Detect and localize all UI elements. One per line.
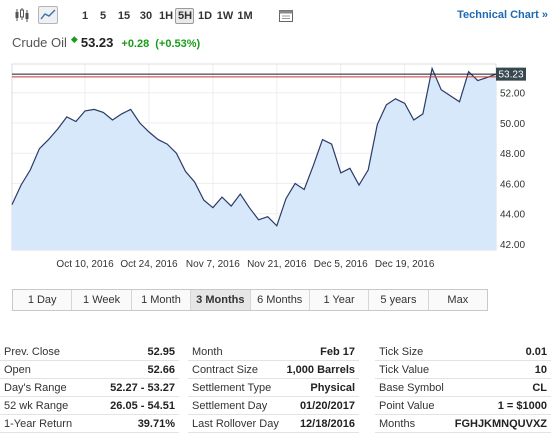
period-1-month[interactable]: 1 Month: [132, 290, 192, 310]
period-1-week[interactable]: 1 Week: [72, 290, 132, 310]
stat-1yr-return: 1-Year Return 39.71%: [0, 415, 179, 433]
timeframe-1d[interactable]: 1D: [197, 10, 213, 22]
candlestick-icon[interactable]: [12, 6, 32, 24]
stat-label: Tick Size: [379, 346, 424, 358]
timeframe-5h[interactable]: 5H: [175, 8, 194, 24]
reference-lines: [12, 73, 496, 78]
stat-label: Open: [4, 364, 31, 376]
stat-tick-value: Tick Value 10: [375, 361, 551, 379]
instrument-name: Crude Oil: [12, 35, 67, 50]
up-arrow-icon: ◆: [70, 34, 78, 44]
price-change: +0.28: [121, 38, 150, 50]
stat-label: Base Symbol: [379, 382, 444, 394]
x-tick-label: Oct 10, 2016: [56, 259, 114, 270]
calendar-icon[interactable]: [276, 6, 296, 24]
period-1-day[interactable]: 1 Day: [13, 290, 73, 310]
stat-value: 1,000 Barrels: [286, 364, 356, 376]
stat-tick-size: Tick Size 0.01: [375, 343, 551, 361]
timeframe-1m[interactable]: 1: [81, 10, 89, 22]
timeframe-1mo[interactable]: 1M: [237, 10, 253, 22]
y-tick-label: 44.00: [500, 210, 525, 221]
price-line: [11, 66, 497, 227]
stat-value: Physical: [310, 382, 355, 394]
x-tick-label: Dec 5, 2016: [314, 259, 368, 270]
stat-months: Months FGHJKMNQUVXZ: [375, 415, 551, 433]
period-6-months[interactable]: 6 Months: [251, 290, 310, 310]
stat-52wk-range: 52 wk Range 26.05 - 54.51: [0, 397, 179, 415]
x-tick-label: Nov 7, 2016: [186, 259, 240, 270]
stat-label: Point Value: [379, 400, 435, 412]
stat-value: FGHJKMNQUVXZ: [454, 418, 547, 430]
stat-label: Day's Range: [4, 382, 67, 394]
price-label-box: [496, 67, 526, 81]
x-tick-label: Oct 24, 2016: [120, 259, 178, 270]
x-axis: Oct 10, 2016 Oct 24, 2016 Nov 7, 2016 Nov 2…: [56, 259, 434, 270]
y-tick-label: 52.00: [500, 89, 525, 100]
stat-settlement-day: Settlement Day 01/20/2017: [188, 397, 359, 415]
timeframe-5m[interactable]: 5: [99, 10, 107, 22]
stat-value: 1 = $1000: [497, 400, 547, 412]
timeframe-1w[interactable]: 1W: [216, 10, 234, 22]
stat-settlement-type: Settlement Type Physical: [188, 379, 359, 397]
stat-label: Settlement Day: [192, 400, 268, 412]
stat-value: 10: [534, 364, 547, 376]
price-chart[interactable]: Investing .com 52.0050.0048.0046.0044.00…: [0, 58, 558, 278]
x-tick-label: Dec 19, 2016: [375, 259, 435, 270]
stat-value: 52.66: [147, 364, 175, 376]
stat-value: 39.71%: [137, 418, 175, 430]
stats-column-2: Month Feb 17 Contract Size 1,000 Barrels S…: [188, 343, 359, 433]
y-tick-label: 50.00: [500, 119, 525, 130]
stat-open: Open 52.66: [0, 361, 179, 379]
stat-point-value: Point Value 1 = $1000: [375, 397, 551, 415]
stat-last-rollover-day: Last Rollover Day 12/18/2016: [188, 415, 359, 433]
stat-month: Month Feb 17: [188, 343, 359, 361]
timeframe-1h[interactable]: 1H: [158, 10, 174, 22]
y-tick-label: 46.00: [500, 179, 525, 190]
price-label-text: 53.23: [498, 70, 523, 81]
quote-header: Crude Oil ◆ 53.23 +0.28 (+0.53%): [12, 34, 201, 53]
stat-label: Prev. Close: [4, 346, 61, 358]
last-price: 53.23: [80, 35, 114, 50]
stat-value: 0.01: [525, 346, 547, 358]
price-label: 53.23: [496, 67, 526, 81]
stat-value: Feb 17: [320, 346, 355, 358]
stat-label: Last Rollover Day: [192, 418, 279, 430]
stat-value: 52.95: [147, 346, 175, 358]
period-max[interactable]: Max: [447, 294, 469, 306]
stat-contract-size: Contract Size 1,000 Barrels: [188, 361, 359, 379]
stat-days-range: Day's Range 52.27 - 53.27: [0, 379, 179, 397]
stat-label: Tick Value: [379, 364, 430, 376]
timeframe-15m[interactable]: 15: [117, 10, 131, 22]
stat-label: Contract Size: [192, 364, 259, 376]
y-tick-label: 42.00: [500, 240, 525, 251]
y-tick-label: 48.00: [500, 149, 525, 160]
stat-value: 01/20/2017: [299, 400, 355, 412]
stat-value: CL: [532, 382, 547, 394]
technical-chart-link[interactable]: Technical Chart »: [457, 9, 548, 21]
stats-column-1: Prev. Close 52.95 Open 52.66 Day's Range 52…: [0, 343, 179, 433]
stat-prev-close: Prev. Close 52.95: [0, 343, 179, 361]
stat-label: 1-Year Return: [4, 418, 73, 430]
y-axis: 52.00 50.00 48.00 46.00 44.00 42.00: [500, 89, 525, 251]
stat-label: 52 wk Range: [4, 400, 69, 412]
stat-base-symbol: Base Symbol CL: [375, 379, 551, 397]
stats-column-3: Tick Size 0.01 Tick Value 10 Base Symbol CL…: [375, 343, 551, 433]
timeframe-30m[interactable]: 30: [139, 10, 153, 22]
period-5-years[interactable]: 5 years: [369, 290, 429, 310]
x-tick-label: Nov 21, 2016: [247, 259, 307, 270]
price-change-percent: (+0.53%): [155, 38, 201, 50]
stat-value: 12/18/2016: [299, 418, 355, 430]
area-chart-icon[interactable]: [38, 6, 58, 24]
stat-label: Settlement Type: [192, 382, 272, 394]
stat-value: 26.05 - 54.51: [110, 400, 175, 412]
period-1-year[interactable]: 1 Year: [310, 290, 370, 310]
chart-toolbar: 1 5 15 30 1H 5H 1D 1W 1M Technical Chart…: [0, 0, 558, 32]
period-3-months[interactable]: 3 Months: [191, 290, 251, 310]
stat-value: 52.27 - 53.27: [110, 382, 175, 394]
period-selector: 1 Day 1 Week 1 Month 3 Months 6 Months 1…: [12, 289, 488, 311]
stat-label: Months: [379, 418, 416, 430]
stat-label: Month: [192, 346, 223, 358]
